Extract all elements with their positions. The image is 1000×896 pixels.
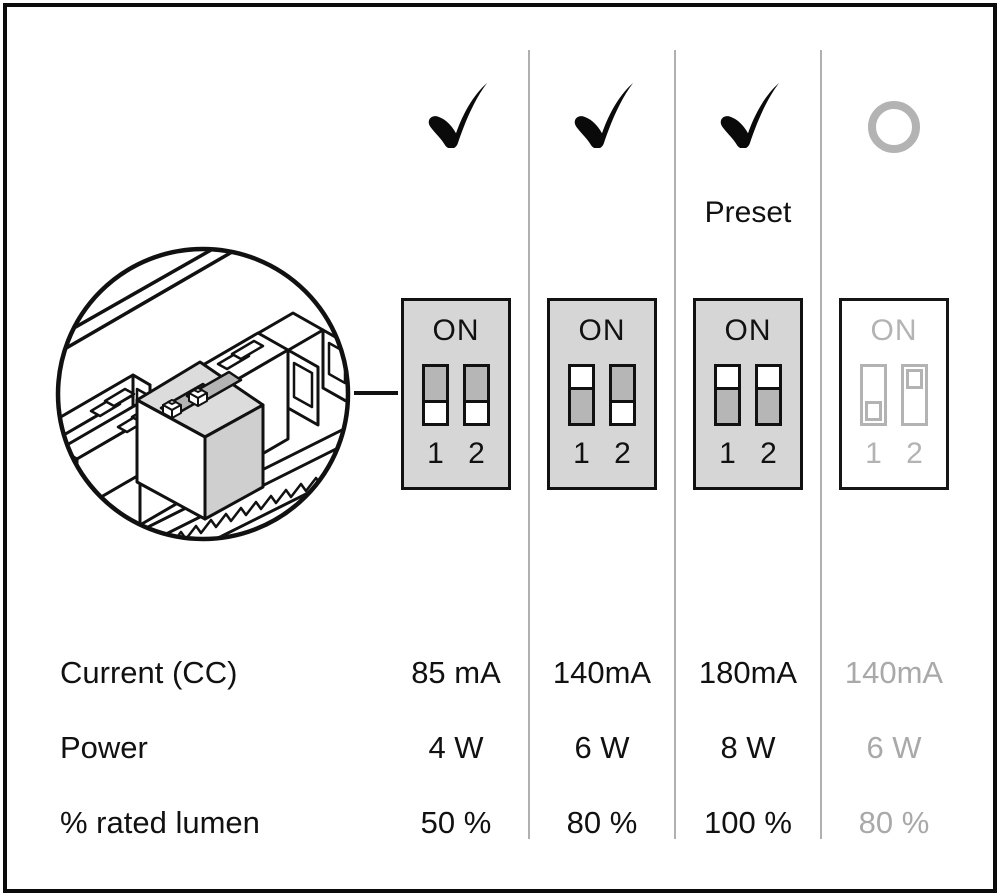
- dip-switch-1: [568, 364, 595, 426]
- dip-switch-1: [422, 364, 449, 426]
- dip-pin-label-2: 2: [614, 437, 631, 470]
- dip-pin-label-1: 1: [573, 437, 590, 470]
- dip-switch-knob: [755, 364, 782, 390]
- power-value: 8 W: [720, 730, 776, 765]
- dip-switch-knob: [162, 399, 182, 419]
- dip-switch-2: [901, 364, 928, 426]
- setting-column-180ma-preset: Preset ON 1 2 180mA 8 W 100 %: [675, 0, 821, 896]
- dip-switch-knob: [906, 369, 923, 389]
- preset-label: Preset: [704, 196, 792, 229]
- check-icon: [529, 82, 675, 148]
- dip-switch-2: [755, 364, 782, 426]
- dip-switch-knob: [609, 400, 636, 426]
- dip-on-label: ON: [578, 314, 626, 347]
- circle-icon: [821, 101, 967, 153]
- check-icon: [675, 82, 821, 148]
- dip-pin-label-1: 1: [865, 437, 882, 470]
- magnifier-circle: [55, 246, 351, 542]
- dip-pin-label-2: 2: [760, 437, 777, 470]
- rated-lumen-value: 80 %: [858, 805, 930, 840]
- dip-on-label: ON: [432, 314, 480, 347]
- power-value: 6 W: [574, 730, 630, 765]
- rated-lumen-value: 50 %: [420, 805, 492, 840]
- check-icon: [383, 82, 529, 148]
- power-value: 6 W: [866, 730, 922, 765]
- dip-switch-knob: [463, 400, 490, 426]
- dip-switch-2: [609, 364, 636, 426]
- driver-dip-switch-detail-illustration: [55, 246, 351, 542]
- dip-switch-knob: [568, 364, 595, 390]
- dip-pin-label-2: 2: [906, 437, 923, 470]
- current-value: 140mA: [552, 655, 652, 690]
- dip-switch-panel: ON 1 2: [547, 298, 657, 490]
- dip-switch-block: [135, 360, 265, 521]
- row-label-current: Current (CC): [60, 655, 238, 690]
- callout-line: [354, 391, 398, 395]
- dip-switch-panel: ON 1 2: [401, 298, 511, 490]
- dip-switch-panel: ON 1 2: [693, 298, 803, 490]
- dip-switch-panel: ON 1 2: [839, 298, 949, 490]
- dip-on-label: ON: [724, 314, 772, 347]
- column-divider: [674, 50, 676, 839]
- dip-pin-label-1: 1: [719, 437, 736, 470]
- column-divider: [820, 50, 822, 839]
- setting-column-140ma-alt: ON 1 2 140mA 6 W 80 %: [821, 0, 967, 896]
- dip-switch-knob: [188, 387, 208, 407]
- current-value: 180mA: [698, 655, 798, 690]
- rated-lumen-value: 100 %: [704, 805, 792, 840]
- dip-pin-label-2: 2: [468, 437, 485, 470]
- rated-lumen-value: 80 %: [566, 805, 638, 840]
- row-label-rated-lumen: % rated lumen: [60, 805, 260, 840]
- setting-column-85ma: ON 1 2 85 mA 4 W 50 %: [383, 0, 529, 896]
- column-divider: [528, 50, 530, 839]
- setting-column-140ma: ON 1 2 140mA 6 W 80 %: [529, 0, 675, 896]
- dip-switch-knob: [865, 401, 882, 421]
- power-value: 4 W: [428, 730, 484, 765]
- row-label-power: Power: [60, 730, 148, 765]
- dip-switch-knob: [714, 364, 741, 390]
- current-value: 85 mA: [411, 655, 501, 690]
- dip-pin-label-1: 1: [427, 437, 444, 470]
- dip-switch-knob: [422, 400, 449, 426]
- dip-switch-1: [860, 364, 887, 426]
- current-value: 140mA: [844, 655, 944, 690]
- dip-switch-1: [714, 364, 741, 426]
- dip-on-label: ON: [870, 314, 918, 347]
- dip-switch-2: [463, 364, 490, 426]
